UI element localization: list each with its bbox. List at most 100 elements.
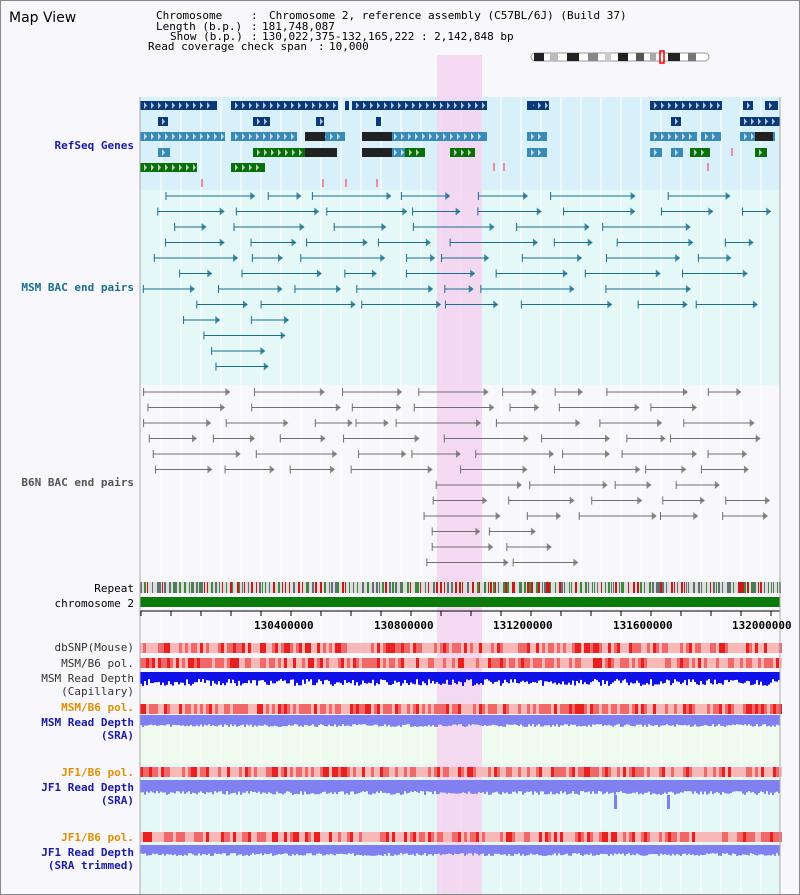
jf1-b6-pol2-heat — [383, 832, 386, 842]
jf1-b6-pol2-heat — [581, 832, 584, 842]
jf1-b6-pol-heat — [707, 767, 710, 777]
repeat-element — [436, 582, 438, 593]
dbsnp-heat — [536, 643, 539, 653]
msm-depth-sra — [308, 715, 310, 727]
jf1-depth-sra — [772, 780, 774, 795]
msm-depth-capillary — [376, 672, 378, 684]
jf1-depth-trimmed — [288, 845, 290, 856]
b6n-bac-pair-arrow-icon — [651, 512, 657, 520]
repeat-element — [649, 582, 651, 593]
msm-b6-pol2-heat — [551, 704, 554, 714]
dbsnp-heat — [713, 643, 716, 653]
msm-bac-pair-arrow-icon — [250, 192, 256, 200]
jf1-depth-trimmed — [364, 845, 366, 856]
jf1-depth-trimmed — [322, 845, 324, 856]
jf1-depth-sra — [144, 780, 146, 795]
repeat-element — [147, 582, 148, 593]
jf1-b6-pol2-heat — [200, 832, 203, 842]
msm-depth-capillary — [326, 672, 328, 680]
jf1-depth-sra — [476, 780, 478, 794]
msm-bac-pair-arrow-icon — [380, 254, 386, 262]
b6n-bac-pair-arrow-icon — [475, 527, 481, 536]
msm-depth-capillary — [186, 672, 188, 680]
jf1-b6-pol-heat — [719, 767, 722, 777]
msm-depth-sra — [522, 715, 524, 727]
repeat-element — [285, 582, 286, 593]
jf1-b6-pol2-heat — [713, 832, 716, 842]
repeat-element — [484, 582, 486, 593]
jf1-b6-pol2-heat — [428, 832, 431, 842]
msm-depth-capillary — [504, 672, 506, 680]
msm-depth-sra — [348, 715, 350, 726]
jf1-b6-pol-heat — [680, 767, 683, 777]
jf1-depth-sra — [372, 780, 374, 794]
jf1-b6-pol2-heat — [173, 832, 176, 842]
track-label-msm-b6-pol: MSM/B6 pol. — [61, 657, 134, 670]
msm-depth-sra — [292, 715, 294, 726]
msm-b6-pol2-heat — [440, 704, 443, 714]
msm-depth-sra — [542, 715, 544, 727]
jf1-depth-sra — [282, 780, 284, 795]
strand-arrow-icon — [454, 149, 457, 156]
msm-depth-sra — [272, 715, 274, 727]
jf1-depth-trimmed — [714, 845, 716, 854]
jf1-depth-sra — [310, 780, 312, 794]
msm-depth-sra — [280, 715, 282, 727]
track-label-refseq[interactable]: RefSeq Genes — [54, 139, 134, 152]
jf1-depth-sra — [612, 780, 614, 793]
jf1-depth-trimmed — [456, 845, 458, 855]
jf1-depth-trimmed — [700, 845, 702, 855]
msm-depth-sra — [508, 715, 510, 725]
strand-arrow-icon — [151, 164, 154, 171]
jf1-b6-pol-heat — [194, 767, 197, 777]
dbsnp-heat — [647, 643, 650, 653]
jf1-depth-sra — [312, 780, 314, 794]
jf1-b6-pol2-heat — [638, 832, 641, 842]
msm-b6-pol2-heat — [527, 704, 530, 714]
dbsnp-heat — [773, 643, 776, 653]
msm-depth-sra — [240, 715, 242, 726]
msm-b6-pol2-heat — [566, 704, 569, 714]
msm-depth-capillary — [304, 672, 306, 684]
dbsnp-heat — [518, 643, 521, 653]
repeat-element — [619, 582, 620, 593]
b6n-bac-pair-arrow-icon — [488, 543, 494, 551]
msm-b6-pol2-heat — [653, 704, 656, 714]
msm-depth-capillary — [342, 672, 344, 685]
jf1-depth-trimmed — [184, 845, 186, 855]
jf1-depth-sra — [692, 780, 694, 794]
msm-depth-sra — [184, 715, 186, 727]
msm-b6-pol2-heat — [470, 704, 473, 714]
repeat-element — [169, 582, 171, 593]
jf1-b6-pol-heat — [776, 767, 779, 777]
jf1-depth-sra — [364, 780, 366, 792]
jf1-b6-pol2-heat — [620, 832, 623, 842]
msm-depth-capillary — [558, 672, 560, 684]
track-label-b6n-bac[interactable]: B6N BAC end pairs — [21, 476, 134, 489]
jf1-depth-trimmed — [178, 845, 180, 855]
jf1-b6-pol-heat — [731, 767, 734, 777]
jf1-depth-trimmed — [164, 845, 166, 856]
jf1-b6-pol2-heat — [347, 832, 350, 842]
dbsnp-heat — [767, 643, 770, 653]
jf1-depth-sra — [244, 780, 246, 793]
dbsnp-heat — [458, 643, 461, 653]
strand-arrow-icon — [193, 133, 196, 140]
msm-depth-capillary — [692, 672, 694, 680]
msm-depth-capillary — [324, 672, 326, 681]
msm-b6-pol-heat — [347, 658, 350, 668]
repeat-element — [251, 582, 253, 593]
jf1-depth-trimmed — [212, 845, 214, 856]
msm-depth-sra — [244, 715, 246, 727]
jf1-b6-pol2-heat — [458, 832, 461, 842]
track-label-msm-bac[interactable]: MSM BAC end pairs — [21, 281, 134, 294]
msm-depth-capillary — [650, 672, 652, 680]
msm-depth-sra — [446, 715, 448, 727]
jf1-depth-trimmed — [718, 845, 720, 856]
dbsnp-heat — [587, 643, 590, 653]
dbsnp-heat — [764, 643, 767, 653]
msm-depth-capillary — [472, 672, 474, 686]
refseq-exon — [362, 148, 392, 157]
jf1-depth-sra — [638, 780, 640, 795]
